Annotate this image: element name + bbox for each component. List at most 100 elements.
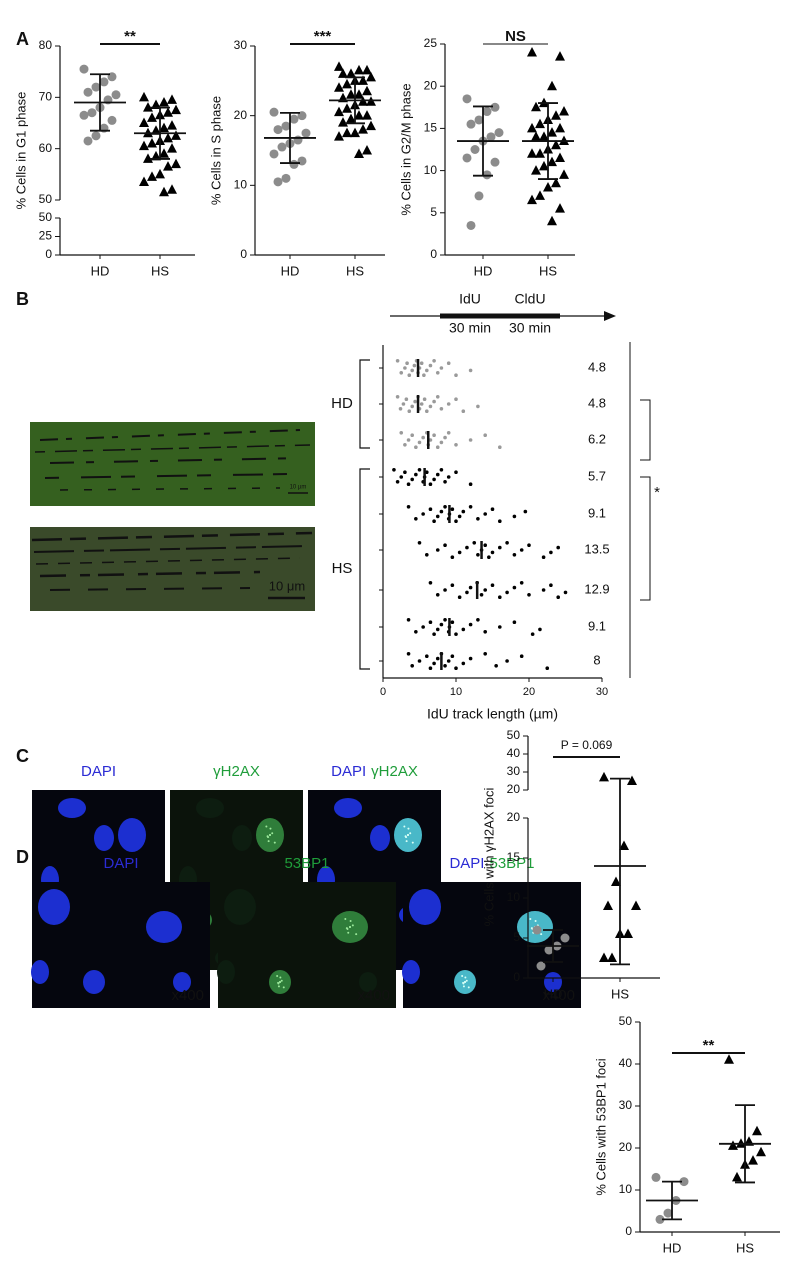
data-point [539, 131, 549, 141]
track-point [407, 409, 412, 414]
micrograph [402, 882, 581, 1008]
image-label: DAPI γH2AX [331, 763, 418, 780]
y-axis-label: % Cells with 53BP1 foci [593, 1058, 608, 1195]
data-point [139, 91, 149, 102]
focus [462, 981, 465, 984]
track-point [479, 593, 484, 597]
track-point [527, 543, 531, 547]
track-point [435, 548, 440, 552]
y-tick-label: 20 [234, 108, 248, 122]
data-point [466, 119, 476, 129]
nucleus [334, 798, 362, 818]
data-point [273, 177, 283, 187]
focus [467, 986, 470, 989]
data-point [87, 108, 97, 118]
y-tick-label: 5 [513, 930, 520, 944]
data-point [342, 103, 352, 113]
track-point [454, 470, 458, 475]
nucleus [118, 818, 146, 852]
track-point [483, 543, 488, 547]
track-point [392, 468, 396, 472]
data-point [559, 106, 569, 116]
focus [349, 926, 351, 928]
data-point [297, 156, 307, 166]
data-point [334, 131, 344, 141]
track-point [405, 361, 409, 366]
track-point [428, 581, 433, 585]
track-point [468, 622, 473, 627]
scale-bar-label: 10 μm [269, 578, 305, 593]
data-point [289, 114, 299, 124]
track-point [519, 581, 524, 585]
track-point [414, 472, 418, 477]
track-point [490, 550, 495, 555]
track-point [494, 664, 498, 668]
track-point [417, 541, 422, 545]
data-point [555, 203, 565, 213]
track-point [406, 482, 411, 487]
panel-letter: C [16, 746, 29, 766]
track-point [439, 509, 444, 514]
data-point [752, 1125, 762, 1136]
y-axis-label: % Cells with γH2AX foci [481, 788, 496, 927]
track-point [461, 661, 466, 666]
data-point [342, 78, 352, 89]
x-axis-label: IdU track length (µm) [427, 706, 558, 722]
track-point [468, 505, 473, 509]
data-point [679, 1177, 689, 1187]
track-point [435, 472, 440, 477]
track-point [498, 595, 502, 599]
track-point [490, 507, 495, 512]
track-point [483, 433, 488, 438]
track-point [443, 618, 447, 622]
data-point [362, 145, 372, 155]
y-tick-label: 50 [39, 210, 53, 224]
group-label: HS [332, 560, 353, 577]
image-label-part: DAPI [103, 855, 138, 872]
track-point [450, 620, 455, 624]
data-point [555, 122, 565, 133]
track-point [476, 553, 480, 557]
data-point [171, 104, 181, 115]
data-point [535, 190, 545, 200]
x-tick-label: HS [539, 263, 557, 278]
image-label: DAPI 53BP1 [449, 855, 534, 872]
focus [464, 981, 466, 983]
data-point [724, 1054, 734, 1064]
track-point [443, 435, 447, 440]
track-point [439, 440, 444, 445]
data-point [490, 102, 500, 112]
nucleus [58, 798, 86, 818]
significance-label: *** [314, 28, 332, 45]
track-point [454, 373, 458, 378]
data-point [155, 168, 165, 179]
track-point [541, 588, 546, 592]
data-point [535, 148, 545, 158]
x-tick-label: 10 [450, 686, 462, 698]
magnification: x400 [171, 987, 204, 1004]
track-point [414, 517, 418, 521]
focus [464, 976, 467, 979]
track-point [483, 652, 488, 656]
panel-letter: D [16, 847, 29, 867]
track-point [549, 550, 553, 555]
focus [351, 924, 354, 927]
median-label: 4.8 [588, 359, 606, 374]
focus [407, 827, 410, 830]
track-point [519, 654, 524, 658]
track-point [472, 541, 477, 545]
track-point [446, 659, 451, 663]
track-point [439, 407, 444, 411]
track-point [556, 545, 560, 550]
track-point [498, 625, 502, 629]
data-point [543, 181, 553, 192]
data-point [147, 171, 157, 181]
data-point [362, 110, 372, 120]
track-point [428, 620, 433, 624]
nucleus [83, 970, 105, 994]
focus [405, 840, 408, 843]
median-label: 13.5 [584, 541, 609, 556]
data-point [354, 89, 364, 99]
track-point [432, 359, 436, 363]
track-point [439, 622, 444, 627]
